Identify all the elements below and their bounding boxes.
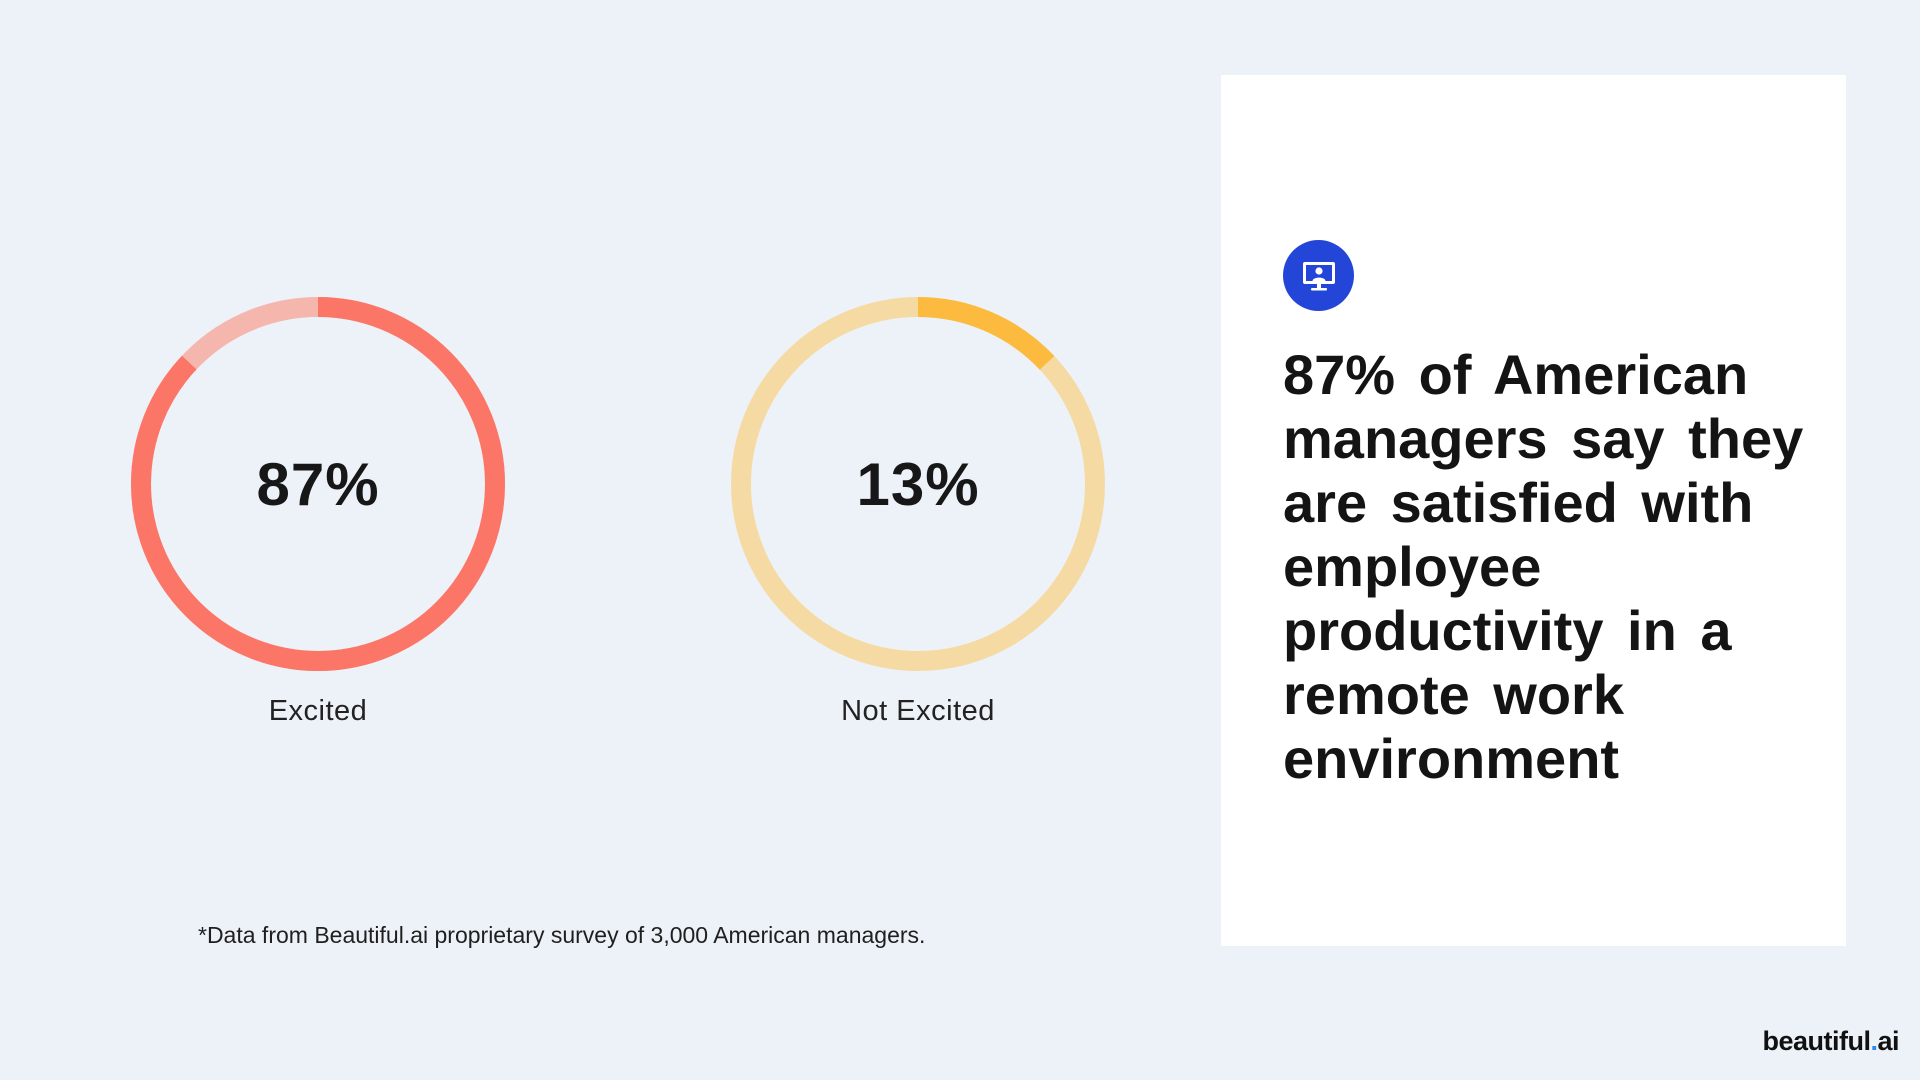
donut-svg-not-excited	[731, 297, 1105, 671]
highlight-card: 87% of American managers say they are sa…	[1221, 75, 1846, 946]
donut-value-not-excited: 13%	[856, 450, 980, 518]
computer-user-glyph	[1302, 261, 1335, 290]
brand-logo: beautiful.ai	[1762, 1026, 1899, 1057]
brand-suffix: ai	[1877, 1026, 1899, 1056]
donut-svg-excited	[131, 297, 505, 671]
donut-chart-not-excited: 13%	[730, 296, 1106, 672]
card-headline: 87% of American managers say they are sa…	[1283, 343, 1804, 790]
footnote: *Data from Beautiful.ai proprietary surv…	[198, 922, 926, 948]
donut-value-excited: 87%	[256, 450, 380, 518]
donut-arc-not-excited	[731, 297, 1105, 671]
brand-dot: .	[1870, 1026, 1878, 1056]
donut-chart-excited: 87%	[130, 296, 506, 672]
brand-name: beautiful	[1762, 1026, 1871, 1056]
computer-user-icon	[1283, 240, 1354, 311]
donut-label-not-excited: Not Excited	[841, 695, 995, 727]
donut-label-excited: Excited	[268, 695, 368, 727]
donut-arc-excited	[131, 297, 505, 671]
